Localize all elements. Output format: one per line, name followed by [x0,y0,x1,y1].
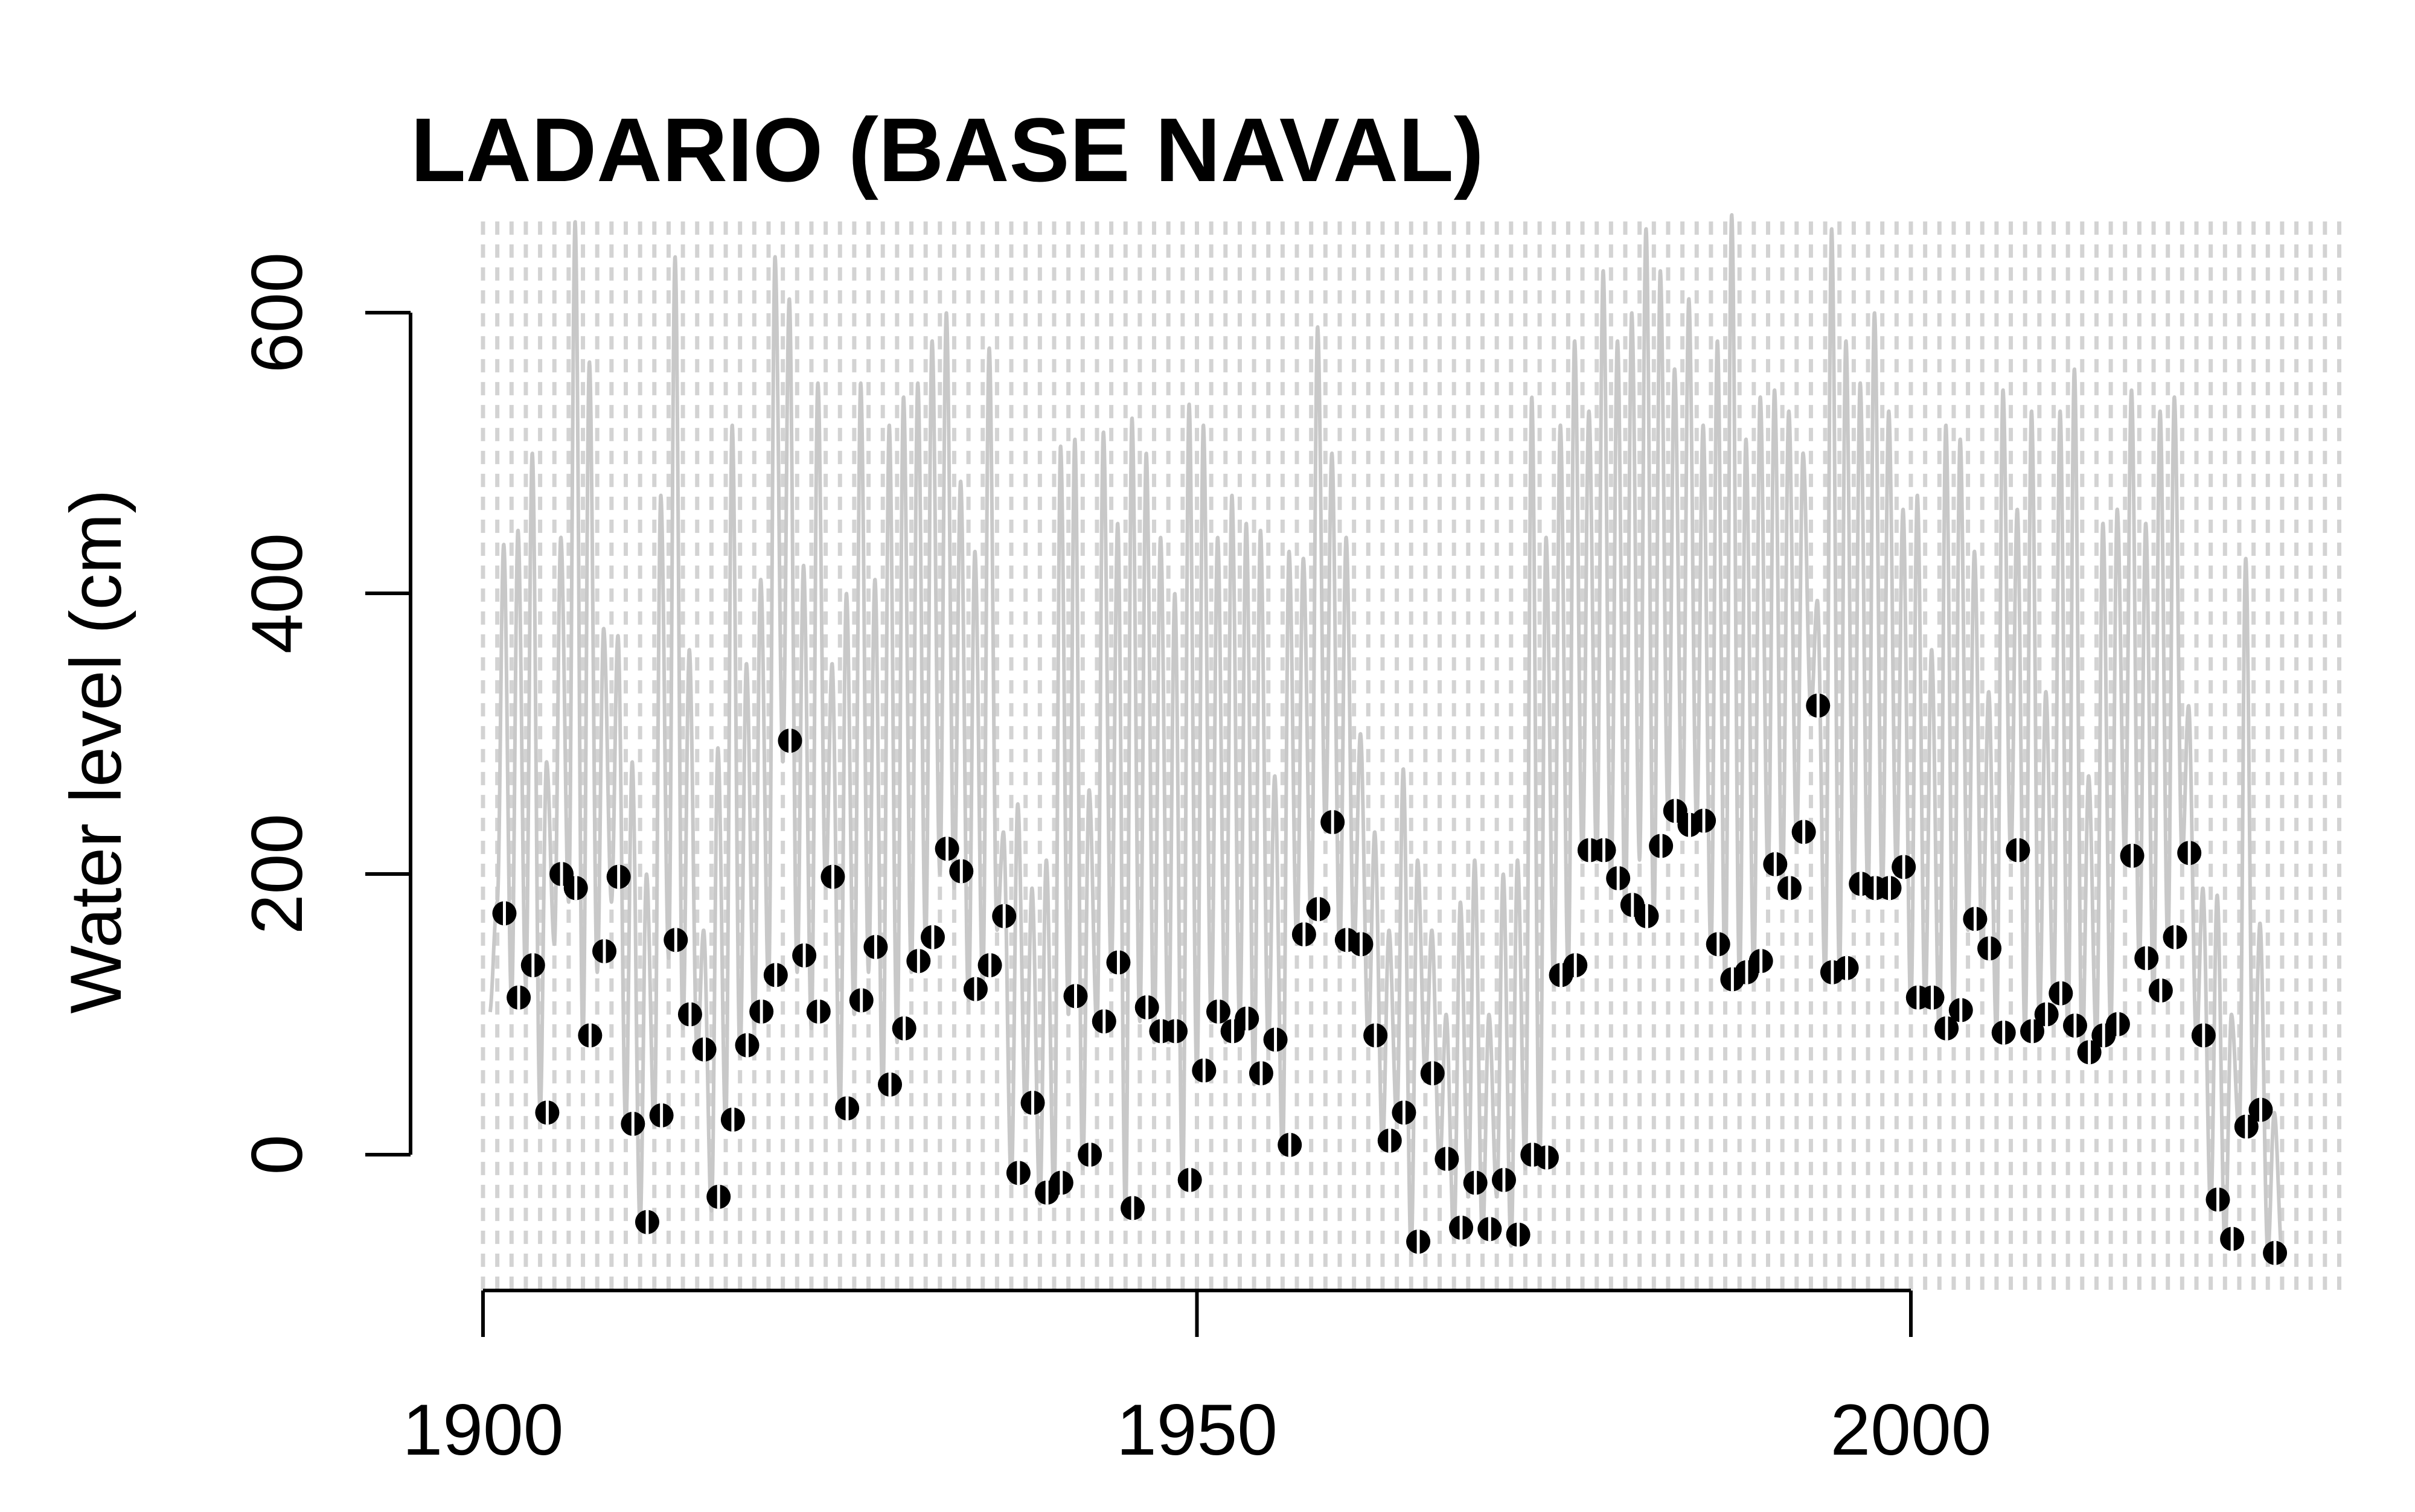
x-tick-label: 1900 [403,1389,564,1470]
y-axis-label: Water level (cm) [56,490,136,1014]
chart-title: LADARIO (BASE NAVAL) [411,99,1484,200]
y-tick-label: 0 [237,1135,318,1175]
x-tick-label: 1950 [1116,1389,1278,1470]
axis-ticks: 0 200 400 600 1900 1950 2000 [237,252,1991,1470]
y-tick-label: 400 [237,533,318,654]
annual-points [492,694,2288,1265]
y-tick-label: 200 [237,814,318,934]
year-grid-lines [481,221,2341,1297]
x-tick-label: 2000 [1831,1389,1992,1470]
y-tick-label: 600 [237,252,318,373]
